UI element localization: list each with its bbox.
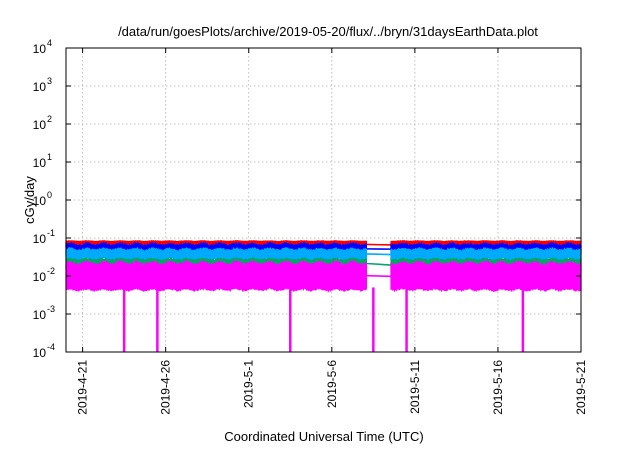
y-tick-exponent: 0 bbox=[47, 190, 52, 200]
y-tick-exponent: -1 bbox=[47, 228, 55, 238]
y-tick-exponent: -2 bbox=[47, 266, 55, 276]
y-tick-label: 10 bbox=[33, 346, 47, 360]
x-tick-label: 2019-5-11 bbox=[408, 360, 422, 414]
series-gap-line-3 bbox=[366, 263, 391, 265]
y-tick-label: 10 bbox=[33, 308, 47, 322]
y-tick-label: 10 bbox=[33, 80, 47, 94]
y-tick-label: 10 bbox=[33, 194, 47, 208]
y-tick-label: 10 bbox=[33, 232, 47, 246]
x-axis-label: Coordinated Universal Time (UTC) bbox=[224, 429, 423, 444]
grid-lines bbox=[66, 48, 581, 352]
series-band-4 bbox=[66, 261, 366, 291]
y-tick-exponent: 2 bbox=[47, 114, 52, 124]
y-tick-exponent: -4 bbox=[47, 342, 55, 352]
series-gap-line-4 bbox=[366, 276, 391, 277]
x-tick-label: 2019-5-21 bbox=[574, 360, 588, 415]
x-tick-label: 2019-5-1 bbox=[242, 360, 256, 408]
y-tick-exponent: 1 bbox=[47, 152, 52, 162]
series-group bbox=[66, 241, 581, 352]
series-gap-line-0 bbox=[366, 244, 391, 245]
y-tick-label: 10 bbox=[33, 156, 47, 170]
series-gap-line-2 bbox=[366, 254, 391, 255]
x-tick-label: 2019-4-21 bbox=[76, 360, 90, 415]
x-tick-label: 2019-5-6 bbox=[325, 360, 339, 408]
series-band-4 bbox=[391, 261, 581, 291]
y-tick-exponent: 4 bbox=[47, 38, 52, 48]
x-tick-label: 2019-5-16 bbox=[491, 360, 505, 415]
y-tick-exponent: 3 bbox=[47, 76, 52, 86]
y-tick-label: 10 bbox=[33, 118, 47, 132]
y-tick-label: 10 bbox=[33, 42, 47, 56]
y-tick-label: 10 bbox=[33, 270, 47, 284]
y-tick-exponent: -3 bbox=[47, 304, 55, 314]
x-tick-label: 2019-4-26 bbox=[159, 360, 173, 415]
chart-title: /data/run/goesPlots/archive/2019-05-20/f… bbox=[118, 24, 538, 39]
